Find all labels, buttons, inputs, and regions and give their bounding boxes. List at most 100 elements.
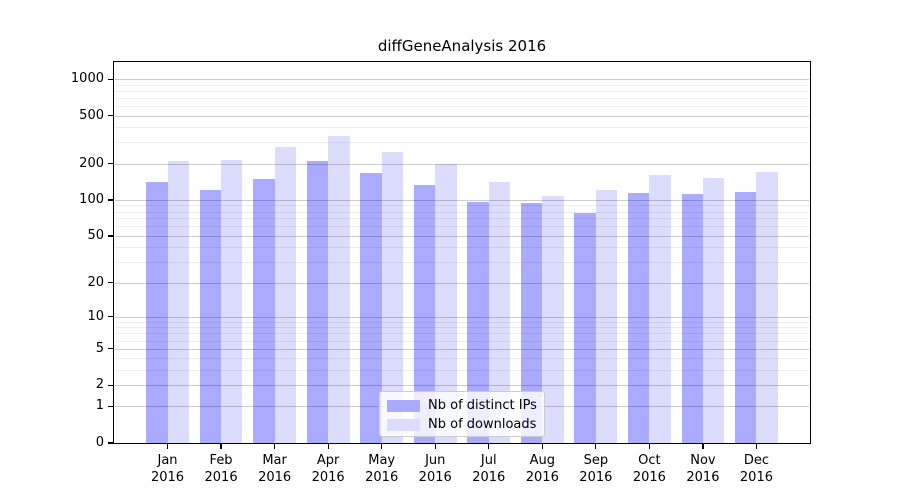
x-tick-mark: [220, 444, 222, 449]
y-tick-mark: [108, 384, 114, 386]
bar-downloads-jun: [435, 163, 457, 443]
gridline-major: [115, 385, 809, 387]
bar-downloads-dec: [756, 171, 778, 443]
x-tick-label-feb: Feb 2016: [204, 453, 238, 485]
y-tick-label-500: 500: [79, 107, 104, 123]
x-tick-mark: [166, 444, 169, 449]
bar-distinct-ips-oct: [627, 192, 650, 443]
x-tick-mark: [648, 444, 650, 449]
gridline-major: [115, 163, 809, 165]
legend-swatch-distinct-ips-icon: [387, 400, 420, 412]
x-tick-label-jun: Jun 2016: [418, 453, 452, 485]
gridline-minor: [115, 340, 809, 342]
legend-label-distinct-ips: Nb of distinct IPs: [428, 398, 537, 413]
x-tick-mark: [595, 444, 597, 449]
bar-distinct-ips-feb: [199, 190, 222, 443]
bar-distinct-ips-jan: [146, 181, 168, 443]
gridline-minor: [115, 358, 809, 360]
gridline-minor: [115, 226, 809, 228]
y-tick-mark: [108, 316, 114, 318]
gridline-major: [115, 79, 809, 81]
bar-distinct-ips-mar: [253, 178, 275, 443]
gridline-minor: [115, 205, 809, 207]
gridline-minor: [115, 262, 809, 264]
gridline-major: [115, 316, 809, 318]
gridline-minor: [115, 333, 809, 335]
y-tick-label-100: 100: [79, 191, 104, 207]
legend-entry-downloads: Nb of downloads: [387, 418, 536, 432]
bar-downloads-jul: [488, 181, 511, 443]
x-tick-label-mar: Mar 2016: [258, 453, 292, 485]
x-tick-label-may: May 2016: [365, 453, 399, 485]
gridline-major: [115, 115, 809, 117]
gridline-minor: [115, 218, 809, 220]
x-tick-mark: [381, 444, 383, 449]
gridline-minor: [115, 369, 809, 371]
bar-downloads-jan: [167, 160, 189, 443]
x-tick-label-apr: Apr 2016: [311, 453, 345, 485]
x-tick-mark: [488, 444, 490, 449]
x-tick-mark: [274, 444, 276, 449]
x-tick-mark: [434, 444, 436, 449]
y-tick-label-200: 200: [79, 155, 104, 171]
x-tick-label-dec: Dec 2016: [739, 453, 773, 485]
y-tick-label-1: 1: [95, 398, 104, 414]
y-tick-mark: [108, 405, 114, 408]
x-tick-label-jul: Jul 2016: [472, 453, 506, 485]
y-tick-mark: [108, 163, 114, 165]
gridline-major: [115, 282, 809, 284]
gridline-minor: [115, 97, 809, 99]
bar-downloads-nov: [702, 178, 725, 443]
bar-distinct-ips-jun: [413, 185, 436, 443]
x-tick-mark: [541, 444, 543, 449]
gridline-minor: [115, 211, 809, 213]
x-tick-label-sep: Sep 2016: [579, 453, 613, 485]
x-tick-label-jan: Jan 2016: [150, 453, 185, 485]
gridline-minor: [115, 127, 809, 129]
x-tick-label-aug: Aug 2016: [525, 453, 559, 485]
gridline-minor: [115, 247, 809, 249]
bar-downloads-apr: [328, 135, 350, 443]
gridline-minor: [115, 321, 809, 323]
bar-downloads-sep: [595, 190, 618, 443]
y-tick-mark: [108, 235, 114, 237]
gridline-minor: [115, 327, 809, 329]
legend-label-downloads: Nb of downloads: [428, 417, 537, 432]
x-tick-label-oct: Oct 2016: [632, 453, 666, 485]
bar-distinct-ips-may: [360, 172, 382, 443]
x-tick-mark: [755, 444, 758, 449]
bar-downloads-mar: [274, 146, 296, 443]
gridline-major: [115, 235, 809, 237]
bar-downloads-oct: [649, 175, 671, 443]
gridline-major: [115, 199, 809, 201]
bar-downloads-feb: [221, 160, 243, 443]
y-tick-mark: [108, 114, 114, 117]
legend: Nb of distinct IPs Nb of downloads: [379, 391, 545, 437]
y-tick-label-5: 5: [95, 340, 104, 356]
y-tick-mark: [108, 348, 114, 350]
gridline-major: [115, 348, 809, 350]
bar-distinct-ips-apr: [306, 161, 329, 443]
gridline-minor: [115, 84, 809, 86]
legend-entry-distinct-ips: Nb of distinct IPs: [387, 399, 537, 413]
x-tick-mark: [327, 444, 329, 449]
y-tick-label-50: 50: [87, 227, 104, 243]
y-tick-label-1000: 1000: [70, 71, 104, 87]
x-tick-mark: [702, 444, 704, 449]
y-tick-label-20: 20: [87, 274, 104, 290]
y-tick-label-0: 0: [95, 435, 104, 450]
x-tick-label-nov: Nov 2016: [686, 453, 720, 485]
y-tick-mark: [108, 199, 114, 201]
y-tick-mark: [108, 442, 114, 444]
gridline-minor: [115, 106, 809, 107]
y-tick-mark: [108, 78, 114, 80]
chart-title: diffGeneAnalysis 2016: [377, 37, 547, 55]
y-tick-label-2: 2: [95, 377, 104, 393]
y-tick-mark: [108, 282, 114, 284]
gridline-minor: [115, 142, 809, 144]
legend-swatch-downloads-icon: [387, 419, 420, 431]
bar-distinct-ips-nov: [681, 193, 703, 443]
gridline-minor: [115, 90, 809, 92]
